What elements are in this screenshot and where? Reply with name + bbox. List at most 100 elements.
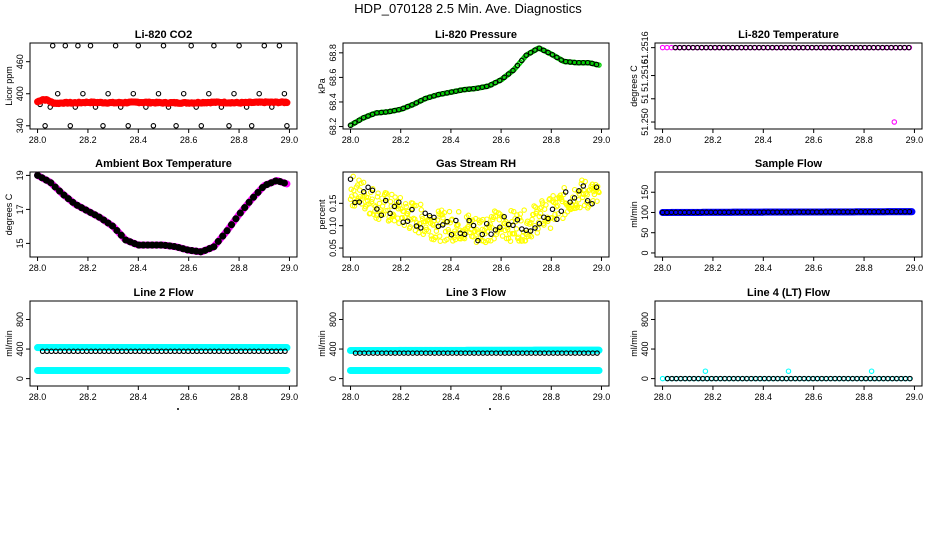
data-point [350,173,356,180]
data-point [475,235,482,241]
plot-frame [29,42,298,130]
data-point [389,191,395,198]
x-tick-label: 29.0 [906,135,924,145]
data-point [589,200,595,207]
data-point [404,103,411,110]
series-2 [34,366,291,375]
series-2 [347,45,600,129]
x-tick-label: 28.2 [79,263,97,273]
data-point [248,123,255,129]
data-point [519,57,525,64]
chart-title: Ambient Box Temperature [95,158,232,170]
data-point [173,123,179,129]
data-point [375,216,382,222]
x-tick-label: 28.0 [654,135,672,145]
y-tick-label: 68.8 [328,44,338,62]
x-tick-label: 29.0 [593,392,611,402]
y-tick-label: 0 [328,376,338,381]
data-point [409,102,415,108]
x-tick-label: 29.0 [281,135,299,145]
x-tick-label: 28.4 [442,135,460,145]
x-tick-label: 28.0 [29,392,47,402]
data-point [475,237,481,244]
data-point [515,234,522,240]
data-point [105,90,111,97]
data-point [536,220,543,227]
data-point [347,122,354,129]
y-tick-label: 0.05 [328,239,338,257]
data-point [62,42,69,49]
data-point [541,47,547,54]
data-point [352,192,358,198]
data-point [561,184,567,191]
data-point [349,193,355,199]
data-point [51,183,59,191]
series-3 [352,350,600,356]
x-tick-label: 28.4 [755,263,773,273]
chart-title: Li-820 Pressure [435,29,517,41]
x-tick-label: 28.6 [805,392,823,402]
data-point [401,222,408,229]
data-point [283,99,291,107]
data-point [347,176,354,182]
data-point [596,189,602,196]
data-point [219,232,227,240]
data-point [483,220,490,227]
data-point [455,209,462,215]
data-point [130,90,137,97]
data-point [499,233,506,239]
data-point [397,194,404,201]
data-point [415,229,422,236]
x-tick-label: 28.6 [492,135,510,145]
data-point [261,42,268,49]
chart-title: Line 3 Flow [446,287,506,299]
data-point [211,42,217,49]
data-point [470,222,477,229]
chart-title: Gas Stream RH [436,158,516,170]
data-point [488,82,494,88]
data-point [374,194,381,200]
data-point [198,123,205,129]
data-point [391,203,398,210]
data-point [284,123,290,129]
data-point [519,238,526,244]
y-tick-label: 51.250 [640,108,650,136]
x-tick-label: 28.6 [805,135,823,145]
data-point [396,199,402,205]
data-point [514,217,521,223]
x-tick-label: 28.8 [855,135,873,145]
x-tick-label: 29.0 [281,392,299,402]
x-tick-label: 28.2 [392,135,410,145]
data-point [510,67,516,74]
y-tick-label: 50 [640,228,650,238]
data-point [360,114,367,121]
data-point [47,179,55,187]
data-point [593,61,600,68]
stray-mark [177,408,179,410]
data-point [125,123,131,129]
data-point [435,223,442,230]
data-point [426,212,433,219]
y-tick-label: 0 [640,376,650,381]
data-point [223,227,231,235]
data-point [434,217,441,223]
chart-title: Li-820 Temperature [738,29,839,41]
chart-panel-7: Line 2 Flow 28.0 28.2 28.4 28.6 28.8 29.0 0 400 8… [4,287,298,402]
series-2 [347,176,600,244]
data-point [558,196,565,202]
x-tick-label: 28.0 [654,263,672,273]
data-point [365,113,371,119]
chart-title: Line 2 Flow [134,287,194,299]
data-point [536,45,543,51]
y-tick-label: 51.2516 [640,59,650,92]
data-point [465,212,472,219]
data-point [545,215,551,222]
chart-panel-1: Li-820 CO2 28.0 28.2 28.4 28.6 28.8 29.0 340 400… [4,29,298,145]
data-point [436,233,443,239]
x-tick-label: 28.4 [755,135,773,145]
y-tick-label: 400 [15,342,25,357]
data-point [387,198,394,205]
data-point [527,49,534,56]
data-point [537,210,544,217]
data-point [155,90,162,97]
